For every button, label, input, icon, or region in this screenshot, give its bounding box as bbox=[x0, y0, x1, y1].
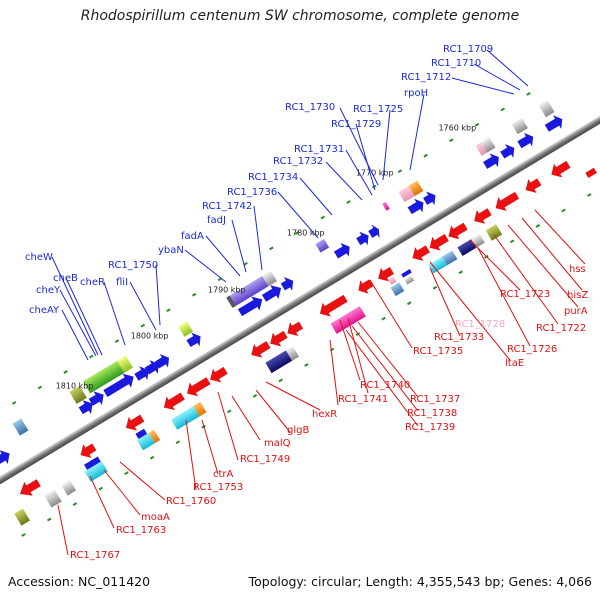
label-RC1_1735: RC1_1735 bbox=[413, 346, 463, 357]
label-ctrA: ctrA bbox=[213, 469, 234, 480]
label-RC1_1728: RC1_1728 bbox=[455, 319, 505, 330]
label-RC1_1709: RC1_1709 bbox=[443, 44, 493, 55]
label-cheB: cheB bbox=[53, 273, 78, 284]
map-title: Rhodospirillum centenum SW chromosome, c… bbox=[80, 8, 520, 24]
label-RC1_1737: RC1_1737 bbox=[410, 394, 460, 405]
label-hisZ: hisZ bbox=[567, 290, 588, 301]
lower-gene-label-text: hss hisZ purA RC1_1722 RC1_1723 RC1_1726… bbox=[70, 264, 588, 561]
chromosome-backbone bbox=[0, 80, 600, 520]
label-hss: hss bbox=[569, 264, 586, 275]
label-fliI: fliI bbox=[116, 277, 128, 288]
label-RC1_1732: RC1_1732 bbox=[273, 156, 323, 167]
lower-genes bbox=[14, 160, 597, 526]
label-cheW: cheW bbox=[25, 252, 53, 263]
label-RC1_1733: RC1_1733 bbox=[434, 332, 484, 343]
tick-1760kbp: 1760 kbp bbox=[438, 123, 476, 132]
label-RC1_1731: RC1_1731 bbox=[294, 144, 344, 155]
accession-text: Accession: NC_011420 bbox=[8, 574, 151, 589]
label-ltaE: ltaE bbox=[505, 358, 524, 369]
label-fadA: fadA bbox=[181, 231, 204, 242]
label-glgB: glgB bbox=[287, 425, 309, 436]
tick-1810kbp: 1810 kbp bbox=[56, 381, 94, 390]
label-RC1_1767: RC1_1767 bbox=[70, 550, 120, 561]
kbp-ticks: 1810 kbp 1800 kbp 1790 kbp 1780 kbp 1770… bbox=[56, 123, 476, 390]
lower-gene-labels bbox=[57, 209, 586, 556]
label-RC1_1736: RC1_1736 bbox=[227, 187, 277, 198]
label-RC1_1741: RC1_1741 bbox=[338, 394, 388, 405]
label-RC1_1722: RC1_1722 bbox=[536, 323, 586, 334]
label-RC1_1712: RC1_1712 bbox=[401, 72, 451, 83]
label-RC1_1742: RC1_1742 bbox=[202, 201, 252, 212]
label-cheAY: cheAY bbox=[29, 305, 60, 316]
label-RC1_1726: RC1_1726 bbox=[507, 344, 557, 355]
label-moaA: moaA bbox=[141, 512, 170, 523]
label-cheR: cheR bbox=[80, 277, 105, 288]
label-RC1_1729: RC1_1729 bbox=[331, 119, 381, 130]
label-RC1_1753: RC1_1753 bbox=[193, 482, 243, 493]
tick-1790kbp: 1790 kbp bbox=[208, 285, 246, 294]
label-RC1_1749: RC1_1749 bbox=[240, 454, 290, 465]
label-RC1_1750: RC1_1750 bbox=[108, 260, 158, 271]
label-rpoH: rpoH bbox=[404, 88, 428, 99]
label-ybaN: ybaN bbox=[158, 245, 184, 256]
upper-gene-label-text: RC1_1709 RC1_1710 RC1_1712 rpoH RC1_1725… bbox=[25, 44, 493, 316]
label-RC1_1738: RC1_1738 bbox=[407, 408, 457, 419]
tick-1780kbp: 1780 kbp bbox=[287, 229, 325, 238]
label-RC1_1740: RC1_1740 bbox=[360, 380, 410, 391]
label-RC1_1710: RC1_1710 bbox=[431, 58, 481, 69]
label-hexR: hexR bbox=[312, 409, 337, 420]
label-RC1_1723: RC1_1723 bbox=[500, 289, 550, 300]
label-RC1_1725: RC1_1725 bbox=[353, 104, 403, 115]
upper-genes bbox=[0, 100, 563, 471]
label-fadJ: fadJ bbox=[207, 215, 226, 226]
label-RC1_1763: RC1_1763 bbox=[116, 525, 166, 536]
label-RC1_1739: RC1_1739 bbox=[405, 422, 455, 433]
lower-tick-track bbox=[21, 193, 592, 537]
tick-1770kbp: 1770 kbp bbox=[356, 168, 394, 177]
label-RC1_1760: RC1_1760 bbox=[166, 496, 216, 507]
topology-text: Topology: circular; Length: 4,355,543 bp… bbox=[248, 574, 592, 589]
upper-gene-labels bbox=[51, 49, 529, 361]
genome-band: 1810 kbp 1800 kbp 1790 kbp 1780 kbp 1770… bbox=[0, 80, 600, 537]
label-malQ: malQ bbox=[264, 438, 291, 449]
label-RC1_1730: RC1_1730 bbox=[285, 102, 335, 113]
tick-1800kbp: 1800 kbp bbox=[131, 332, 169, 341]
label-purA: purA bbox=[564, 306, 588, 317]
label-RC1_1734: RC1_1734 bbox=[248, 172, 298, 183]
label-cheY: cheY bbox=[36, 285, 61, 296]
